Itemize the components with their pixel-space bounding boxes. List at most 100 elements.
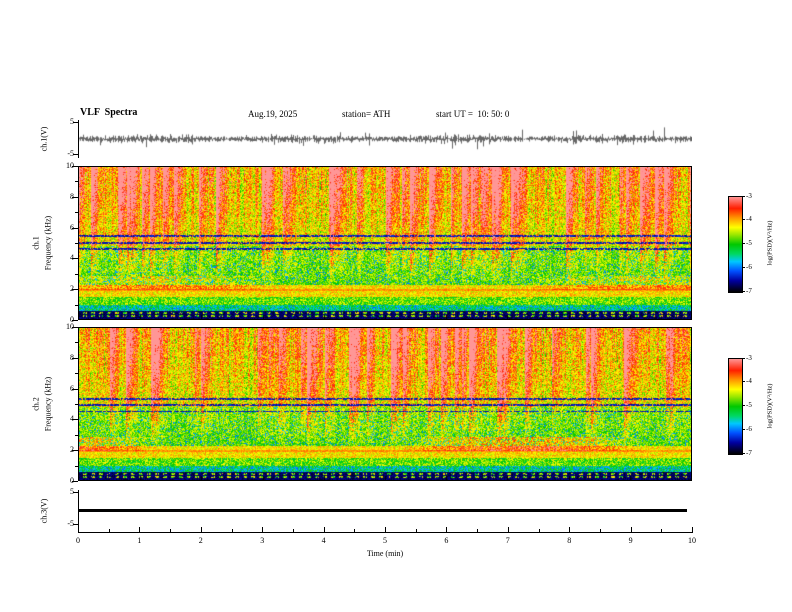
tick-mark (139, 527, 141, 532)
tick-mark (75, 212, 78, 213)
y-tick-label: 2 (56, 445, 74, 455)
station-label: station= ATH (342, 109, 391, 119)
colorbar-tick-label: -6 (742, 425, 764, 434)
tick-mark (75, 466, 78, 467)
ch1-wave-y-axis (78, 120, 79, 158)
colorbar-tick-label: -5 (742, 401, 764, 410)
tick-mark (477, 529, 479, 532)
y-tick-label: 6 (56, 223, 74, 233)
ch2-spectrogram-canvas (79, 328, 691, 480)
tick-mark (292, 529, 294, 532)
tick-mark (72, 358, 78, 359)
tick-mark (507, 527, 509, 532)
tick-mark (231, 529, 233, 532)
colorbar-ch2 (728, 358, 743, 455)
tick-mark (75, 342, 78, 343)
y-tick-label: 2 (56, 284, 74, 294)
x-tick-label: 4 (321, 536, 326, 545)
tick-mark (75, 274, 78, 275)
y-tick-label: 10 (66, 161, 74, 170)
tick-mark (75, 404, 78, 405)
tick-mark (72, 450, 78, 451)
tick-mark (569, 527, 571, 532)
tick-mark (108, 529, 110, 532)
tick-mark (630, 527, 632, 532)
colorbar-tick-label: -3 (742, 192, 764, 201)
colorbar-gradient (729, 359, 742, 454)
tick-mark (599, 529, 601, 532)
tick-mark (262, 527, 264, 532)
tick-mark (75, 305, 78, 306)
tick-mark (72, 197, 78, 198)
ch1-spectrogram-panel (78, 166, 692, 320)
ch1-spectrogram-canvas (79, 167, 691, 319)
tick-mark (72, 320, 78, 321)
tick-mark (692, 527, 693, 532)
x-tick-label: 8 (567, 536, 572, 545)
ch3-flat-signal-line (78, 509, 687, 512)
tick-mark (661, 529, 663, 532)
tick-mark (75, 181, 78, 182)
date-label: Aug.19, 2025 (248, 109, 298, 119)
ch1-waveform-canvas (78, 120, 692, 158)
x-tick-label: 3 (260, 536, 265, 545)
ch2-spectrogram-panel (78, 327, 692, 481)
tick-mark (170, 529, 172, 532)
x-tick-label: 7 (505, 536, 510, 545)
colorbar-tick-label: -6 (742, 263, 764, 272)
x-tick-label: 5 (383, 536, 387, 545)
x-tick-label: 10 (688, 536, 696, 545)
y-tick-label: 10 (66, 322, 74, 331)
tick-mark (72, 481, 78, 482)
y-tick-label: -5 (67, 149, 74, 158)
tick-mark (446, 527, 448, 532)
y-tick-label: 8 (56, 192, 74, 202)
y-tick-label: 0 (56, 315, 74, 325)
y-tick-label: 8 (56, 353, 74, 363)
x-tick-label: 2 (198, 536, 203, 545)
colorbar-tick-label: -7 (742, 449, 764, 458)
tick-mark (73, 524, 78, 525)
y-tick-label: 4 (56, 253, 74, 263)
tick-mark (72, 389, 78, 390)
tick-mark (72, 166, 78, 167)
x-tick-label: 0 (76, 536, 80, 545)
tick-mark (75, 435, 78, 436)
tick-mark (72, 327, 78, 328)
colorbar-tick-label: -4 (742, 215, 764, 224)
colorbar-tick-label: -4 (742, 377, 764, 386)
colorbar-ch1 (728, 196, 743, 293)
tick-mark (415, 529, 417, 532)
x-axis-line (78, 532, 693, 533)
ch1-waveform-panel (78, 120, 692, 158)
tick-mark (538, 529, 540, 532)
tick-mark (73, 154, 78, 155)
tick-mark (200, 527, 202, 532)
y-tick-label: 5 (70, 487, 74, 496)
x-tick-label: 1 (137, 536, 142, 545)
y-tick-label: -5 (67, 519, 74, 528)
tick-mark (72, 289, 78, 290)
tick-mark (354, 529, 356, 532)
tick-mark (75, 243, 78, 244)
colorbar-gradient (729, 197, 742, 292)
tick-mark (75, 373, 78, 374)
tick-mark (73, 122, 78, 123)
page-title: VLF Spectra (80, 107, 138, 118)
colorbar-tick-label: -5 (742, 239, 764, 248)
tick-mark (72, 258, 78, 259)
tick-mark (385, 527, 386, 532)
tick-mark (73, 492, 78, 493)
x-tick-label: 6 (444, 536, 449, 545)
tick-mark (78, 527, 79, 532)
x-axis-title: Time (min) (366, 549, 404, 558)
y-tick-label: 0 (56, 476, 74, 486)
tick-mark (72, 228, 78, 229)
tick-mark (72, 419, 78, 420)
x-tick-label: 9 (628, 536, 633, 545)
colorbar-tick-label: -3 (742, 354, 764, 363)
y-tick-label: 4 (56, 414, 74, 424)
y-tick-label: 5 (70, 117, 74, 126)
y-tick-label: 6 (56, 384, 74, 394)
